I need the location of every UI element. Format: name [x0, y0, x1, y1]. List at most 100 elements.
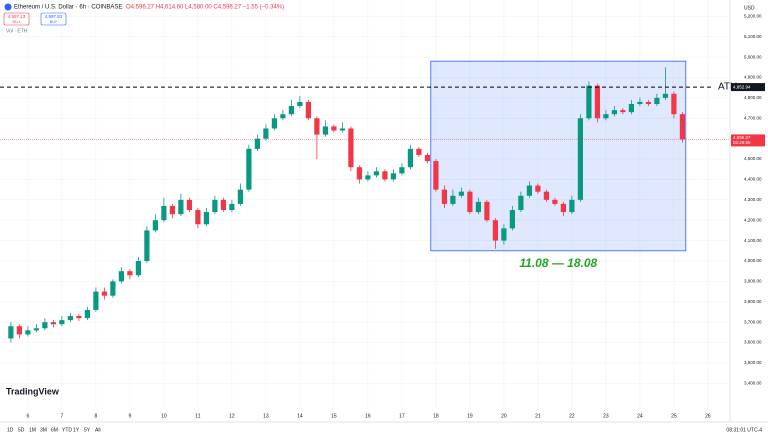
range-button[interactable]: YTD	[62, 427, 72, 433]
candle-body	[543, 191, 549, 200]
buy-label: BUY	[50, 20, 58, 24]
candle-body	[110, 281, 116, 296]
candle-body	[67, 316, 73, 321]
x-tick-label: 12	[229, 413, 235, 419]
candle-body	[50, 322, 56, 325]
candle-body	[246, 148, 252, 190]
range-button[interactable]: 1M	[29, 427, 36, 433]
range-button[interactable]: All	[95, 427, 101, 433]
buy-button[interactable]	[40, 12, 67, 26]
candle-body	[399, 167, 405, 174]
candle-body	[645, 101, 651, 104]
range-button[interactable]: 5Y	[84, 427, 91, 433]
candle-body	[594, 85, 600, 119]
range-button[interactable]: 3M	[40, 427, 47, 433]
y-tick-label: 4,800.00	[744, 95, 762, 100]
x-tick-label: 26	[705, 413, 711, 419]
currency[interactable]: USD	[744, 5, 755, 11]
y-tick-label: 3,400.00	[744, 381, 762, 386]
candle-body	[152, 220, 158, 231]
candle-body	[373, 171, 379, 176]
ath-price: 4,852.94	[733, 84, 751, 89]
x-tick-label: 6	[26, 413, 29, 419]
candle-body	[84, 309, 90, 319]
range-button[interactable]: 5D	[18, 427, 25, 433]
candle-body	[203, 212, 209, 225]
candle-body	[433, 161, 439, 190]
candle-body	[220, 199, 226, 211]
candle-body	[280, 114, 286, 119]
candle-body	[101, 291, 107, 296]
candle-body	[322, 126, 328, 135]
candle-body	[254, 138, 260, 149]
symbol-icon	[4, 3, 12, 11]
y-tick-label: 4,000.00	[744, 258, 762, 263]
candle-body	[382, 171, 388, 180]
last-price-box	[731, 134, 765, 147]
x-tick-label: 25	[671, 413, 677, 419]
y-tick-label: 5,200.00	[744, 13, 762, 18]
candle-body	[441, 189, 447, 204]
candle-body	[654, 97, 660, 104]
y-tick-label: 3,500.00	[744, 360, 762, 365]
candle-body	[416, 148, 422, 155]
x-tick-label: 8	[94, 413, 97, 419]
candle-body	[25, 330, 31, 335]
candle-body	[169, 205, 175, 215]
candle-body	[390, 173, 396, 180]
candle-body	[118, 271, 124, 282]
candle-body	[144, 230, 150, 261]
sell-button[interactable]	[3, 12, 30, 26]
candle-body	[365, 175, 371, 180]
candle-body	[42, 322, 48, 329]
candle-body	[611, 110, 617, 115]
candle-body	[76, 316, 82, 319]
candle-body	[475, 201, 481, 213]
y-tick-label: 4,300.00	[744, 197, 762, 202]
candle-body	[356, 167, 362, 180]
x-tick-label: 14	[297, 413, 303, 419]
candle-body	[552, 199, 558, 204]
candle-body	[424, 154, 430, 162]
countdown: 02:28:55	[733, 140, 751, 145]
buy-price: 4,597.83	[45, 14, 63, 19]
candle-body	[178, 199, 184, 215]
ath-text: ATH	[718, 82, 737, 93]
candle-body	[526, 185, 532, 196]
y-tick-label: 4,200.00	[744, 217, 762, 222]
candle-body	[569, 199, 575, 213]
candle-body	[229, 203, 235, 211]
x-tick-label: 20	[501, 413, 507, 419]
candle-body	[671, 93, 677, 115]
candle-body	[348, 128, 354, 168]
candle-body	[637, 101, 643, 104]
ohlc: O4,596.27 H4,614.60 L4,580.00 C4,596.27 …	[126, 5, 284, 11]
last-price: 4,596.27	[733, 135, 751, 140]
candle-body	[518, 195, 524, 211]
candle-body	[492, 220, 498, 241]
candle-body	[339, 128, 345, 131]
candle-body	[314, 118, 320, 135]
date-range-box	[430, 60, 687, 252]
range-button[interactable]: 1D	[7, 427, 14, 433]
range-button[interactable]: 6M	[51, 427, 58, 433]
x-tick-label: 16	[365, 413, 371, 419]
candle-body	[458, 191, 464, 196]
range-button[interactable]: 1Y	[73, 427, 80, 433]
candle-body	[577, 118, 583, 200]
candle-body	[560, 203, 566, 213]
y-tick-label: 5,100.00	[744, 34, 762, 39]
candle-body	[186, 199, 192, 211]
candle-body	[628, 103, 634, 113]
candle-body	[8, 326, 14, 339]
clock: 08:31:01 UTC-4	[726, 427, 762, 433]
candle-body	[288, 106, 294, 115]
x-tick-label: 23	[603, 413, 609, 419]
candle-body	[305, 101, 311, 119]
candle-body	[271, 118, 277, 129]
candle-body	[59, 320, 65, 325]
x-tick-label: 10	[161, 413, 167, 419]
candle-body	[535, 185, 541, 192]
y-tick-label: 4,400.00	[744, 177, 762, 182]
y-tick-label: 3,900.00	[744, 279, 762, 284]
